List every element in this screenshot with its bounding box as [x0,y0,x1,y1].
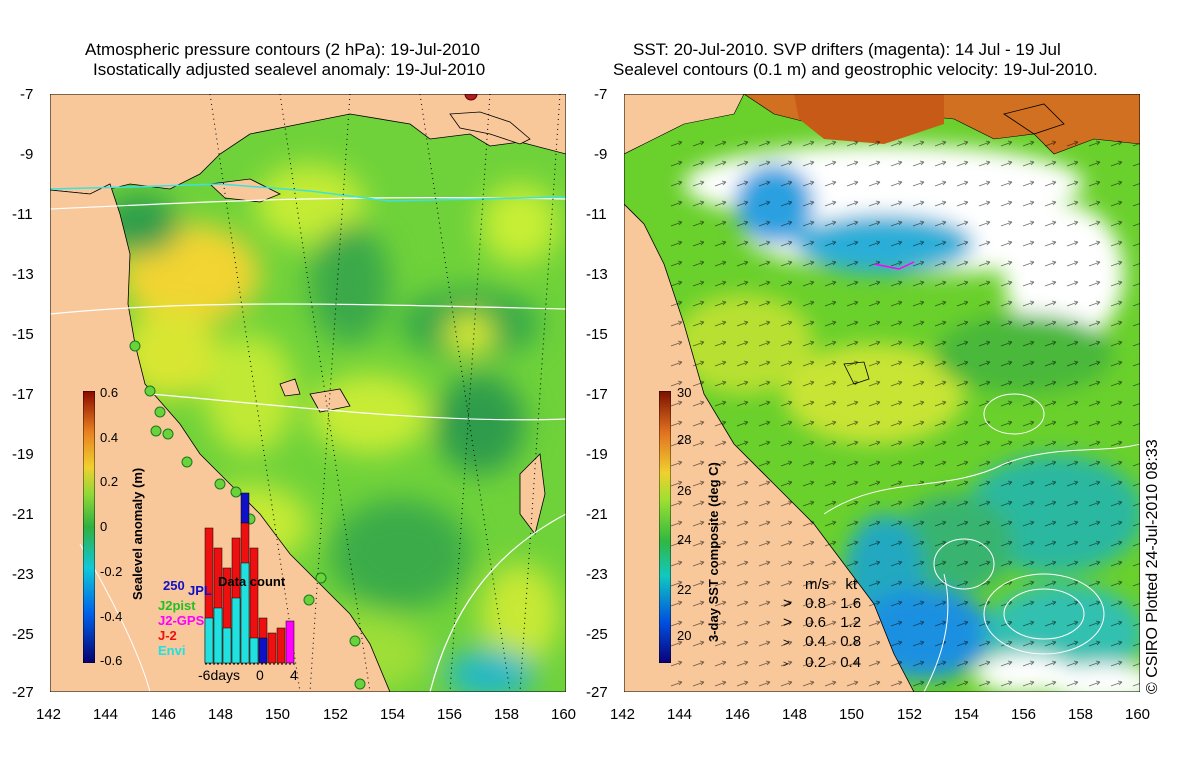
lat-tick: -27 [12,684,34,701]
left-cb-tick: -0.2 [100,564,123,579]
inset-title: Data count [218,574,286,589]
left-cb-tick: 0.2 [100,474,119,489]
left-cb-tick: 0.6 [100,385,119,400]
legend-j2: J-2 [158,628,177,643]
lat-tick: -13 [586,266,608,283]
lon-tick: 154 [380,706,406,723]
velocity-row: > 0.8 1.6 [783,595,862,612]
right-title-line2: Sealevel contours (0.1 m) and geostrophi… [613,60,1098,79]
left-cb-tick: 0.4 [100,430,119,445]
velocity-row: > 0.6 1.2 [783,614,862,631]
left-title-line1: Atmospheric pressure contours (2 hPa): 1… [85,40,480,59]
lon-tick: 154 [954,706,980,723]
lon-tick: 146 [151,706,177,723]
right-colorbar [659,391,671,663]
arrow-icon: > [783,614,792,631]
velocity-header-ms: m/s [805,576,830,593]
lat-tick: -21 [12,506,34,523]
credit-text: © CSIRO Plotted 24-Jul-2010 08:33 [1144,439,1161,694]
velocity-row: > 0.2 0.4 [783,653,861,674]
lon-tick: 148 [782,706,808,723]
right-cb-tick: 20 [677,628,692,643]
lon-tick: 150 [265,706,291,723]
lat-tick: -19 [586,446,608,463]
left-cb-tick: -0.4 [100,609,123,624]
lat-tick: -11 [12,206,33,223]
right-cb-tick: 22 [677,582,692,597]
right-map [624,94,1140,692]
left-colorbar-label: Sealevel anomaly (m) [130,467,145,600]
lon-tick: 160 [551,706,577,723]
right-title-line1: SST: 20-Jul-2010. SVP drifters (magenta)… [633,40,1061,59]
lat-tick: -23 [12,566,34,583]
right-cb-tick: 26 [677,483,692,498]
lon-tick: 150 [839,706,865,723]
inset-xtick-end: 4 [290,667,298,683]
lon-tick: 146 [725,706,751,723]
lat-tick: -9 [594,146,608,163]
arrow-icon: > [783,659,789,669]
lat-tick: -21 [586,506,608,523]
left-map [50,94,566,692]
lat-tick: -25 [12,626,34,643]
inset-count-label: 250 [163,578,185,593]
lat-tick: -25 [586,626,608,643]
lat-tick: -27 [586,684,608,701]
lat-tick: -15 [586,326,608,343]
legend-envi: Envi [158,643,186,658]
lat-tick: -17 [12,386,34,403]
left-colorbar [83,391,95,663]
legend-j2gps: J2-GPS [158,613,205,628]
right-cb-tick: 28 [677,432,692,447]
lon-tick: 160 [1125,706,1151,723]
lon-tick: 144 [93,706,119,723]
velocity-row: > 0.4 0.8 [783,632,861,653]
right-title: SST: 20-Jul-2010. SVP drifters (magenta)… [613,40,1098,80]
left-title-line2: Isostatically adjusted sealevel anomaly:… [93,60,486,79]
lon-tick: 158 [494,706,520,723]
legend-jpl: JPL [188,583,212,598]
inset-xtick-start: -6days [198,667,241,683]
lon-tick: 156 [1011,706,1037,723]
velocity-legend: m/s kt > 0.8 1.6 > 0.6 1.2 > 0.4 0.8 > 0… [783,575,861,674]
lon-tick: 142 [36,706,62,723]
velocity-header-kt: kt [845,576,858,593]
left-cb-tick: -0.6 [100,653,123,668]
arrow-icon: > [783,595,792,612]
lat-tick: -17 [586,386,608,403]
lat-tick: -11 [586,206,607,223]
right-cb-tick: 30 [677,385,692,400]
inset-legend: JPL J2pist J2-GPS J-2 Envi [158,583,212,658]
lon-tick: 144 [667,706,693,723]
right-cb-tick: 24 [677,532,692,547]
lon-tick: 152 [897,706,923,723]
inset-bar-chart [204,492,296,665]
lat-tick: -9 [20,146,34,163]
lat-tick: -19 [12,446,34,463]
right-colorbar-label: 3-day SST composite (deg C) [706,462,721,642]
lat-tick: -13 [12,266,34,283]
lon-tick: 152 [323,706,349,723]
lon-tick: 142 [610,706,636,723]
lat-tick: -23 [586,566,608,583]
lat-tick: -7 [594,86,608,103]
lon-tick: 148 [208,706,234,723]
lat-tick: -15 [12,326,34,343]
lon-tick: 158 [1068,706,1094,723]
inset-xtick-zero: 0 [256,667,264,683]
legend-j2pist: J2pist [158,598,196,613]
left-cb-tick: 0 [100,519,108,534]
lon-tick: 156 [437,706,463,723]
left-title: Atmospheric pressure contours (2 hPa): 1… [85,40,485,80]
lat-tick: -7 [20,86,34,103]
arrow-icon: > [783,637,790,649]
